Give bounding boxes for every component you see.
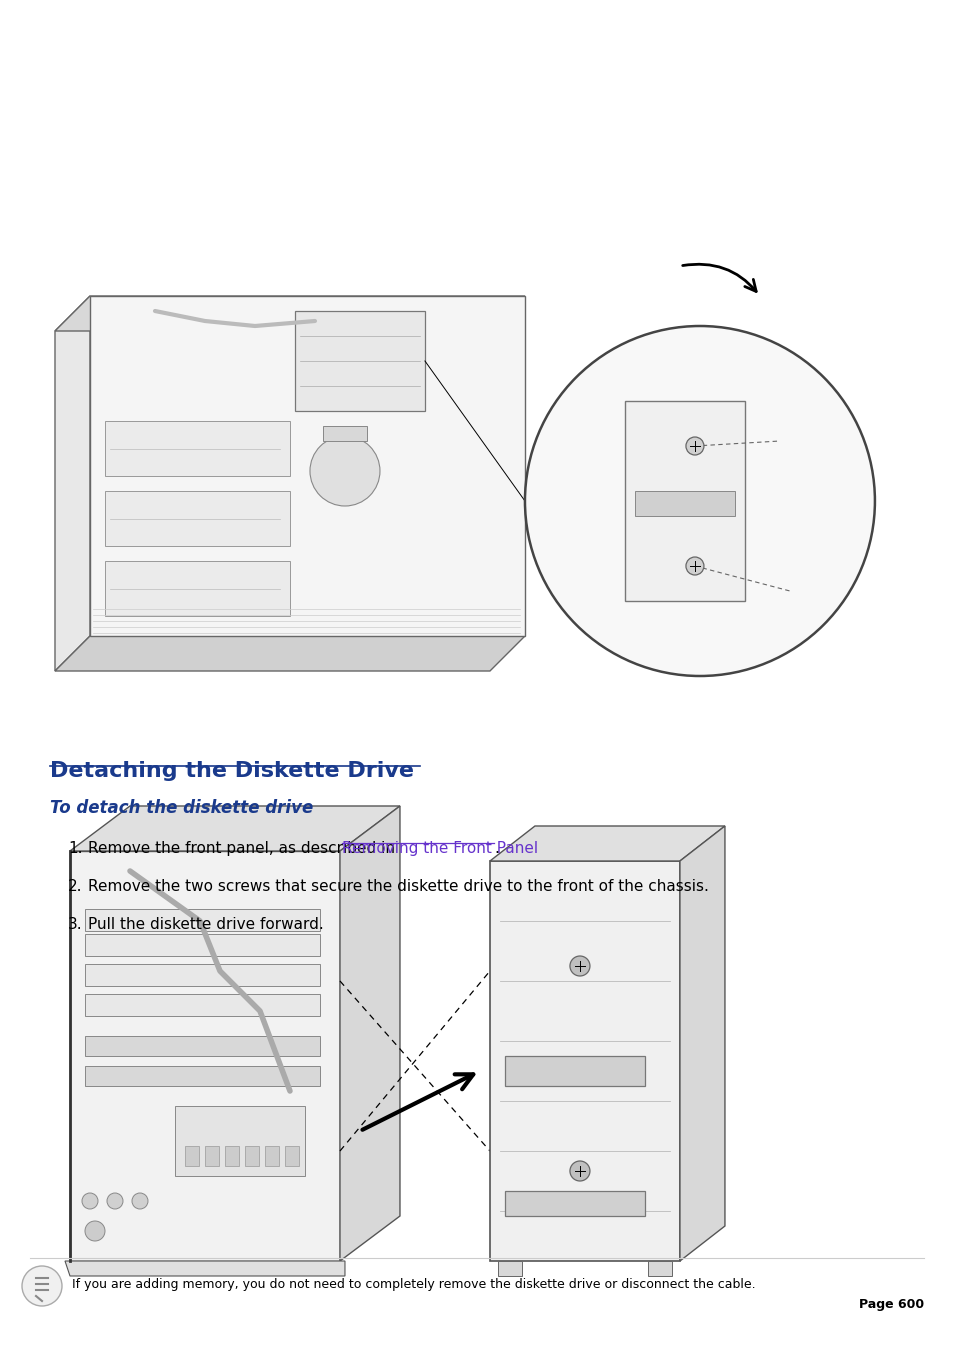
FancyBboxPatch shape xyxy=(504,1056,644,1086)
Text: To detach the diskette drive: To detach the diskette drive xyxy=(50,798,313,817)
FancyBboxPatch shape xyxy=(185,1146,199,1166)
FancyBboxPatch shape xyxy=(85,994,319,1016)
Text: 3.: 3. xyxy=(68,917,83,932)
Text: Pull the diskette drive forward.: Pull the diskette drive forward. xyxy=(88,917,323,932)
FancyBboxPatch shape xyxy=(624,401,744,601)
FancyBboxPatch shape xyxy=(635,490,734,516)
FancyBboxPatch shape xyxy=(294,311,424,411)
Text: If you are adding memory, you do not need to completely remove the diskette driv: If you are adding memory, you do not nee… xyxy=(71,1278,755,1292)
FancyBboxPatch shape xyxy=(105,422,290,476)
Polygon shape xyxy=(55,296,90,671)
Polygon shape xyxy=(65,1260,345,1275)
FancyBboxPatch shape xyxy=(85,965,319,986)
FancyBboxPatch shape xyxy=(285,1146,298,1166)
FancyBboxPatch shape xyxy=(323,426,367,440)
FancyBboxPatch shape xyxy=(497,1260,521,1275)
Polygon shape xyxy=(90,296,524,636)
Text: Remove the front panel, as described in: Remove the front panel, as described in xyxy=(88,842,399,857)
FancyBboxPatch shape xyxy=(105,490,290,546)
Circle shape xyxy=(22,1266,62,1306)
FancyBboxPatch shape xyxy=(105,561,290,616)
Text: Removing the Front Panel: Removing the Front Panel xyxy=(341,842,537,857)
Circle shape xyxy=(107,1193,123,1209)
Polygon shape xyxy=(490,861,679,1260)
Polygon shape xyxy=(70,851,339,1260)
FancyBboxPatch shape xyxy=(85,1066,319,1086)
Text: 2.: 2. xyxy=(68,880,82,894)
FancyBboxPatch shape xyxy=(85,909,319,931)
Polygon shape xyxy=(679,825,724,1260)
Circle shape xyxy=(569,957,589,975)
Circle shape xyxy=(82,1193,98,1209)
Text: Page 600: Page 600 xyxy=(858,1298,923,1310)
Circle shape xyxy=(685,557,703,576)
FancyBboxPatch shape xyxy=(205,1146,219,1166)
FancyBboxPatch shape xyxy=(225,1146,239,1166)
Text: Detaching the Diskette Drive: Detaching the Diskette Drive xyxy=(50,761,414,781)
Polygon shape xyxy=(55,296,524,331)
FancyBboxPatch shape xyxy=(85,934,319,957)
FancyBboxPatch shape xyxy=(245,1146,258,1166)
FancyBboxPatch shape xyxy=(85,1036,319,1056)
Polygon shape xyxy=(55,636,524,671)
Circle shape xyxy=(685,436,703,455)
Polygon shape xyxy=(339,807,399,1260)
Circle shape xyxy=(524,326,874,676)
FancyBboxPatch shape xyxy=(265,1146,278,1166)
Circle shape xyxy=(85,1221,105,1242)
Polygon shape xyxy=(490,825,724,861)
Text: Remove the two screws that secure the diskette drive to the front of the chassis: Remove the two screws that secure the di… xyxy=(88,880,708,894)
FancyBboxPatch shape xyxy=(647,1260,671,1275)
FancyBboxPatch shape xyxy=(174,1106,305,1175)
FancyBboxPatch shape xyxy=(504,1192,644,1216)
Polygon shape xyxy=(70,807,399,851)
Text: 1.: 1. xyxy=(68,842,82,857)
Text: .: . xyxy=(494,842,498,857)
Circle shape xyxy=(569,1161,589,1181)
Circle shape xyxy=(132,1193,148,1209)
Circle shape xyxy=(310,436,379,507)
